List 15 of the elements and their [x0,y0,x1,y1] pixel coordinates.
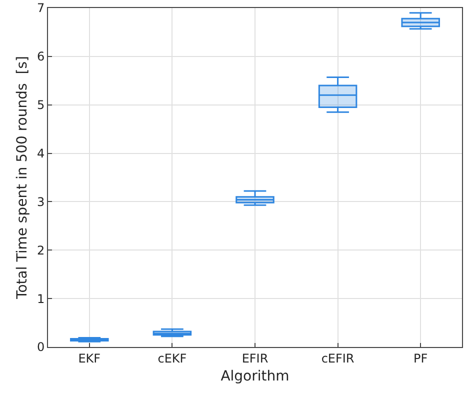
y-tick-label: 1 [36,292,45,306]
y-tick-label: 7 [36,1,45,16]
x-tick-label: cEKF [158,351,187,366]
y-tick-label: 6 [36,50,45,64]
y-tick-label: 0 [36,340,45,354]
y-tick-label: 4 [36,146,45,160]
y-tick-label: 2 [36,243,45,258]
y-tick-label: 5 [36,98,45,112]
x-axis-title: Algorithm [220,368,290,385]
x-tick-label: PF [414,351,428,366]
x-tick-label: EKF [78,351,101,366]
x-tick-label: EFIR [242,351,268,366]
x-tick-label: cEFIR [321,351,354,366]
y-axis-title: Total Time spent in 500 rounds [s] [14,56,31,300]
y-tick-label: 3 [36,194,45,209]
